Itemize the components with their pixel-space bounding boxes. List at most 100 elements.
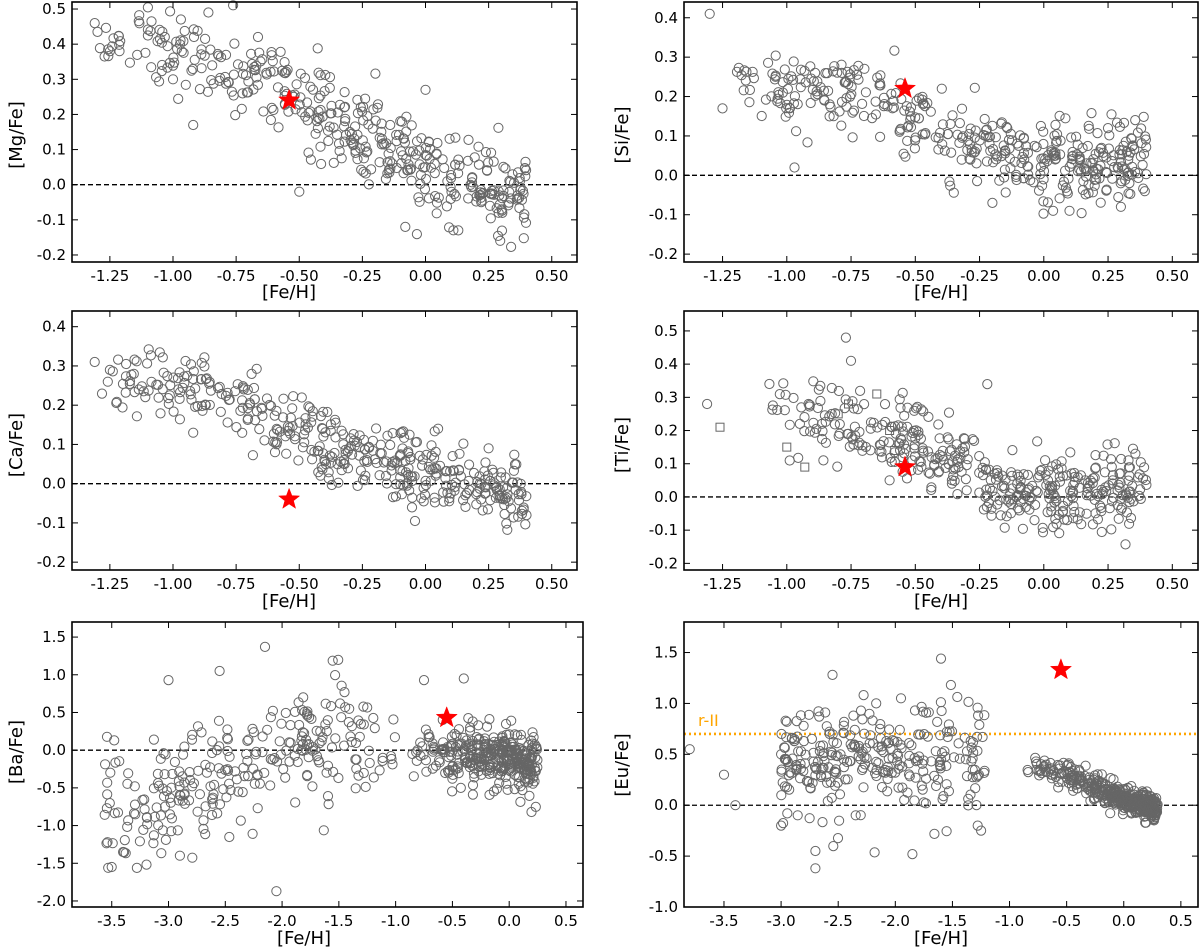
x-tick-label: -2.0: [267, 912, 296, 930]
x-tick-label: 0.50: [535, 267, 568, 285]
data-point: [895, 739, 906, 750]
data-point: [399, 137, 410, 148]
data-point: [238, 384, 249, 395]
data-point: [320, 69, 331, 81]
data-point: [173, 795, 184, 806]
data-point: [438, 487, 449, 498]
data-point: [153, 392, 164, 403]
data-point: [822, 777, 833, 788]
data-point: [276, 718, 287, 729]
data-point: [1029, 140, 1040, 151]
data-point: [438, 737, 449, 748]
data-point: [494, 190, 505, 201]
data-point: [969, 132, 980, 143]
data-point: [1024, 483, 1035, 494]
data-point: [1038, 208, 1049, 219]
data-point: [271, 405, 282, 416]
data-point: [1137, 473, 1149, 484]
data-point: [313, 445, 324, 456]
data-point: [793, 746, 804, 757]
data-point: [505, 503, 517, 514]
data-point: [922, 97, 933, 109]
data-point: [231, 774, 242, 785]
data-point: [315, 70, 326, 81]
data-point: [1030, 752, 1041, 764]
data-point: [1129, 144, 1140, 155]
data-point: [966, 742, 977, 753]
data-point: [1140, 474, 1152, 486]
data-point: [274, 736, 285, 747]
data-point: [1123, 475, 1134, 486]
x-tick-label: -0.50: [896, 267, 935, 285]
data-point: [921, 707, 932, 718]
data-point: [1000, 187, 1011, 198]
data-point: [966, 756, 977, 767]
data-point: [294, 186, 305, 197]
data-point: [902, 402, 913, 413]
data-point: [936, 83, 947, 94]
data-point: [246, 368, 257, 379]
data-point: [334, 145, 345, 157]
data-point: [1048, 205, 1059, 216]
data-point: [1063, 173, 1074, 184]
data-point: [809, 761, 821, 773]
x-tick-label: -0.75: [832, 575, 871, 593]
data-point: [123, 768, 134, 779]
data-point: [326, 479, 337, 491]
data-point: [215, 72, 226, 84]
data-point: [139, 804, 150, 815]
data-point: [491, 783, 502, 794]
data-point: [389, 732, 400, 743]
y-tick-label: -0.5: [649, 847, 678, 865]
data-points: [704, 8, 1152, 219]
data-point: [421, 766, 432, 777]
data-point: [924, 468, 936, 479]
data-point: [897, 761, 908, 772]
data-point: [515, 729, 527, 740]
data-point: [154, 76, 165, 87]
data-point: [848, 105, 860, 116]
data-point: [129, 781, 140, 792]
data-point: [977, 462, 988, 473]
data-point: [445, 173, 457, 184]
data-point: [230, 110, 241, 121]
data-point: [185, 386, 196, 397]
data-point: [980, 491, 991, 502]
data-point: [305, 81, 316, 92]
data-point: [187, 729, 198, 740]
data-point: [910, 112, 921, 123]
data-point: [328, 157, 339, 168]
data-point: [168, 372, 179, 383]
data-point: [900, 151, 911, 162]
data-point: [969, 764, 981, 776]
data-point: [357, 135, 368, 146]
data-point: [362, 702, 373, 713]
data-point: [977, 731, 988, 743]
data-point: [911, 95, 922, 106]
y-tick-label: 1.5: [42, 628, 66, 646]
data-point: [838, 754, 850, 765]
data-point: [1032, 487, 1043, 498]
data-point: [198, 815, 209, 826]
data-point: [808, 376, 819, 387]
data-point: [480, 457, 491, 468]
data-point: [979, 767, 990, 779]
y-tick-label: 0.0: [654, 166, 678, 184]
data-point: [739, 65, 750, 76]
data-point: [302, 706, 313, 717]
y-tick-label: 0.3: [42, 357, 66, 375]
data-point: [382, 430, 393, 441]
data-point: [294, 719, 305, 731]
data-point: [1071, 783, 1083, 794]
data-point: [118, 846, 129, 858]
data-point: [480, 147, 491, 158]
data-point: [400, 455, 411, 467]
data-point: [1064, 161, 1075, 172]
data-point: [1040, 154, 1051, 165]
plot-frame: [683, 1, 1199, 263]
data-point: [870, 109, 882, 120]
data-point: [800, 77, 811, 88]
data-point: [398, 480, 409, 491]
data-point: [132, 49, 143, 61]
data-point: [104, 364, 116, 375]
